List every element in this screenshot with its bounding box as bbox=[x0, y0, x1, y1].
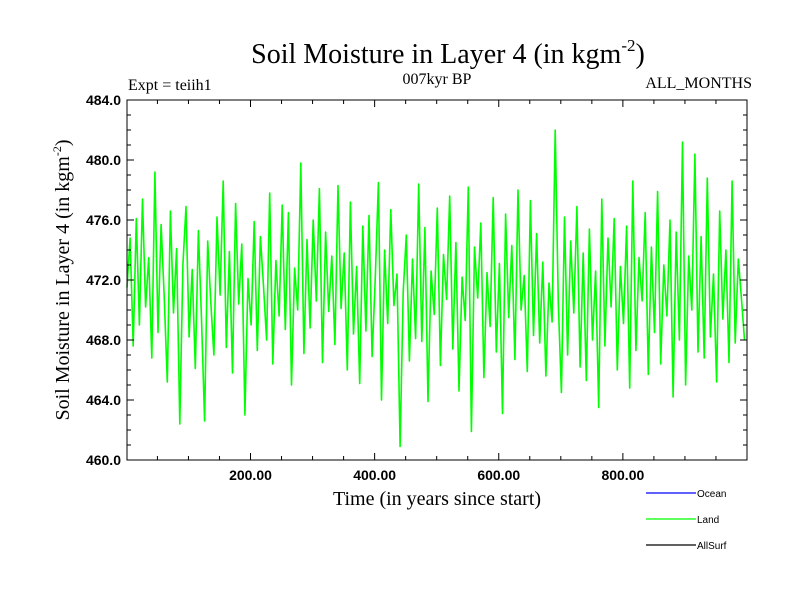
legend-label-allsurf: AllSurf bbox=[697, 541, 727, 552]
y-tick-label: 468.0 bbox=[86, 332, 121, 348]
y-tick-label: 480.0 bbox=[86, 152, 121, 168]
x-axis-label: Time (in years since start) bbox=[333, 488, 541, 510]
x-tick-label: 600.00 bbox=[477, 467, 520, 483]
series-line-land bbox=[126, 129, 746, 448]
x-tick-label: 400.00 bbox=[353, 467, 396, 483]
y-axis-label: Soil Moisture in Layer 4 (in kgm-2) bbox=[50, 139, 74, 420]
months-label: ALL_MONTHS bbox=[645, 75, 752, 92]
period-label: 007kyr BP bbox=[403, 71, 472, 88]
chart-title: Soil Moisture in Layer 4 (in kgm-2) bbox=[251, 36, 645, 70]
plot-frame bbox=[126, 99, 748, 461]
y-tick-label: 476.0 bbox=[86, 212, 121, 228]
x-tick-label: 800.00 bbox=[601, 467, 644, 483]
x-tick-label: 200.00 bbox=[229, 467, 272, 483]
y-tick-label: 460.0 bbox=[86, 452, 121, 468]
legend-label-ocean: Ocean bbox=[697, 489, 726, 500]
y-tick-label: 464.0 bbox=[86, 392, 121, 408]
legend: Ocean Land AllSurf bbox=[646, 489, 727, 552]
series-layer bbox=[126, 129, 746, 448]
legend-label-land: Land bbox=[697, 515, 719, 526]
y-tick-label: 472.0 bbox=[86, 272, 121, 288]
experiment-label: Expt = teiih1 bbox=[128, 77, 212, 94]
y-tick-label: 484.0 bbox=[86, 92, 121, 108]
